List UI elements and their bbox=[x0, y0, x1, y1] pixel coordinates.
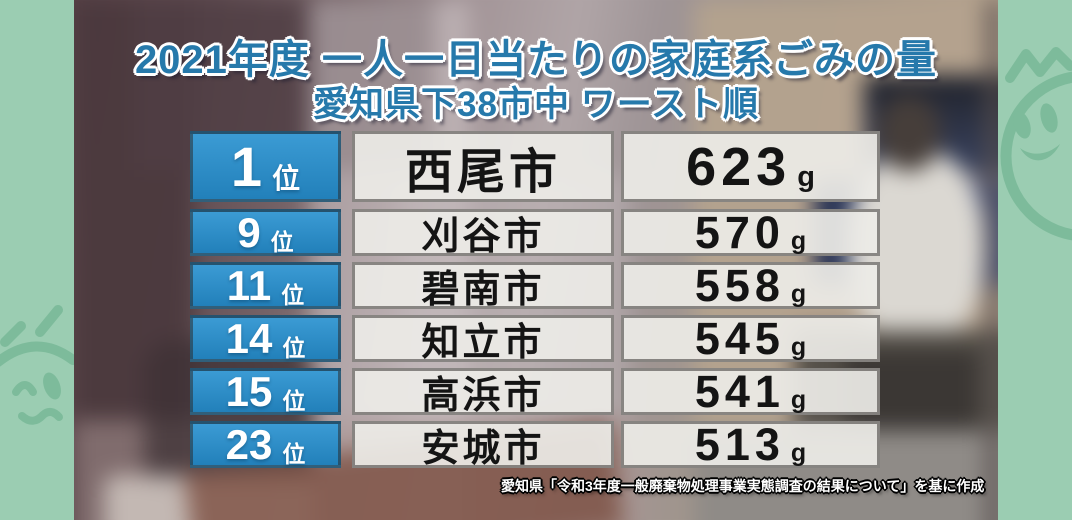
table-row: 1 位 西尾市 623 g bbox=[190, 131, 880, 202]
value-number: 558 bbox=[694, 259, 785, 311]
rank-suffix: 位 bbox=[281, 281, 305, 308]
rank-suffix: 位 bbox=[272, 162, 301, 194]
bg-blob bbox=[877, 95, 941, 171]
table-row: 15 位 高浜市 541 g bbox=[190, 365, 880, 417]
headline-line2: 愛知県下38市中 ワースト順 bbox=[313, 85, 759, 124]
rank-suffix: 位 bbox=[282, 387, 306, 414]
rank-cell: 1 位 bbox=[190, 131, 341, 202]
rank-number: 11 bbox=[226, 261, 272, 309]
city-cell: 西尾市 bbox=[352, 131, 614, 202]
mascot-left-icon bbox=[0, 305, 74, 425]
mascot-right-icon bbox=[1000, 47, 1072, 241]
headline-line1: 2021年度 一人一日当たりの家庭系ごみの量 bbox=[134, 38, 938, 82]
city-cell: 安城市 bbox=[352, 421, 614, 470]
rank-cell: 14 位 bbox=[190, 315, 341, 362]
table-row: 23 位 安城市 513 g bbox=[190, 418, 880, 470]
rank-suffix: 位 bbox=[282, 440, 306, 467]
value-cell: 558 g bbox=[621, 259, 880, 311]
bg-blob bbox=[984, 0, 998, 520]
left-green-band bbox=[0, 0, 74, 520]
rank-number: 15 bbox=[225, 367, 273, 415]
city-cell: 高浜市 bbox=[352, 368, 614, 417]
city-cell: 刈谷市 bbox=[352, 209, 614, 258]
value-number: 541 bbox=[694, 365, 785, 417]
value-number: 545 bbox=[694, 312, 785, 364]
headline: 2021年度 一人一日当たりの家庭系ごみの量 愛知県下38市中 ワースト順 bbox=[74, 36, 998, 126]
table-row: 11 位 碧南市 558 g bbox=[190, 259, 880, 311]
value-unit: g bbox=[790, 386, 807, 414]
table-row: 14 位 知立市 545 g bbox=[190, 312, 880, 364]
city-cell: 知立市 bbox=[352, 315, 614, 364]
city-name: 高浜市 bbox=[421, 375, 545, 417]
city-name: 知立市 bbox=[421, 322, 545, 364]
rank-number: 1 bbox=[230, 135, 263, 198]
rank-cell: 9 位 bbox=[190, 209, 341, 256]
rank-number: 14 bbox=[225, 314, 273, 362]
video-background: 2021年度 一人一日当たりの家庭系ごみの量 愛知県下38市中 ワースト順 1 … bbox=[74, 0, 998, 520]
rank-number: 9 bbox=[237, 208, 261, 256]
value-cell: 513 g bbox=[621, 418, 880, 470]
source-credit: 愛知県「令和3年度一般廃棄物処理事業実態調査の結果について」を基に作成 bbox=[501, 478, 985, 494]
right-green-band bbox=[998, 0, 1072, 520]
table-row: 9 位 刈谷市 570 g bbox=[190, 206, 880, 258]
city-name: 西尾市 bbox=[404, 145, 561, 199]
rank-cell: 11 位 bbox=[190, 262, 341, 309]
value-number: 513 bbox=[694, 418, 785, 470]
rank-cell: 15 位 bbox=[190, 368, 341, 415]
rank-cell: 23 位 bbox=[190, 421, 341, 468]
value-unit: g bbox=[790, 439, 807, 467]
value-cell: 545 g bbox=[621, 312, 880, 364]
rank-number: 23 bbox=[225, 420, 273, 468]
rank-suffix: 位 bbox=[282, 334, 306, 361]
value-unit: g bbox=[797, 161, 815, 193]
city-name: 安城市 bbox=[421, 428, 545, 470]
value-unit: g bbox=[790, 333, 807, 361]
rank-suffix: 位 bbox=[270, 228, 294, 255]
value-number: 623 bbox=[686, 136, 792, 197]
value-cell: 570 g bbox=[621, 206, 880, 258]
value-cell: 623 g bbox=[621, 131, 880, 202]
city-cell: 碧南市 bbox=[352, 262, 614, 311]
city-name: 碧南市 bbox=[421, 269, 545, 311]
city-name: 刈谷市 bbox=[421, 216, 545, 258]
value-unit: g bbox=[790, 280, 807, 308]
value-number: 570 bbox=[694, 206, 785, 258]
ranking-table: 1 位 西尾市 623 g 9 位 刈谷市 bbox=[190, 0, 880, 520]
value-cell: 541 g bbox=[621, 365, 880, 417]
value-unit: g bbox=[790, 227, 807, 255]
